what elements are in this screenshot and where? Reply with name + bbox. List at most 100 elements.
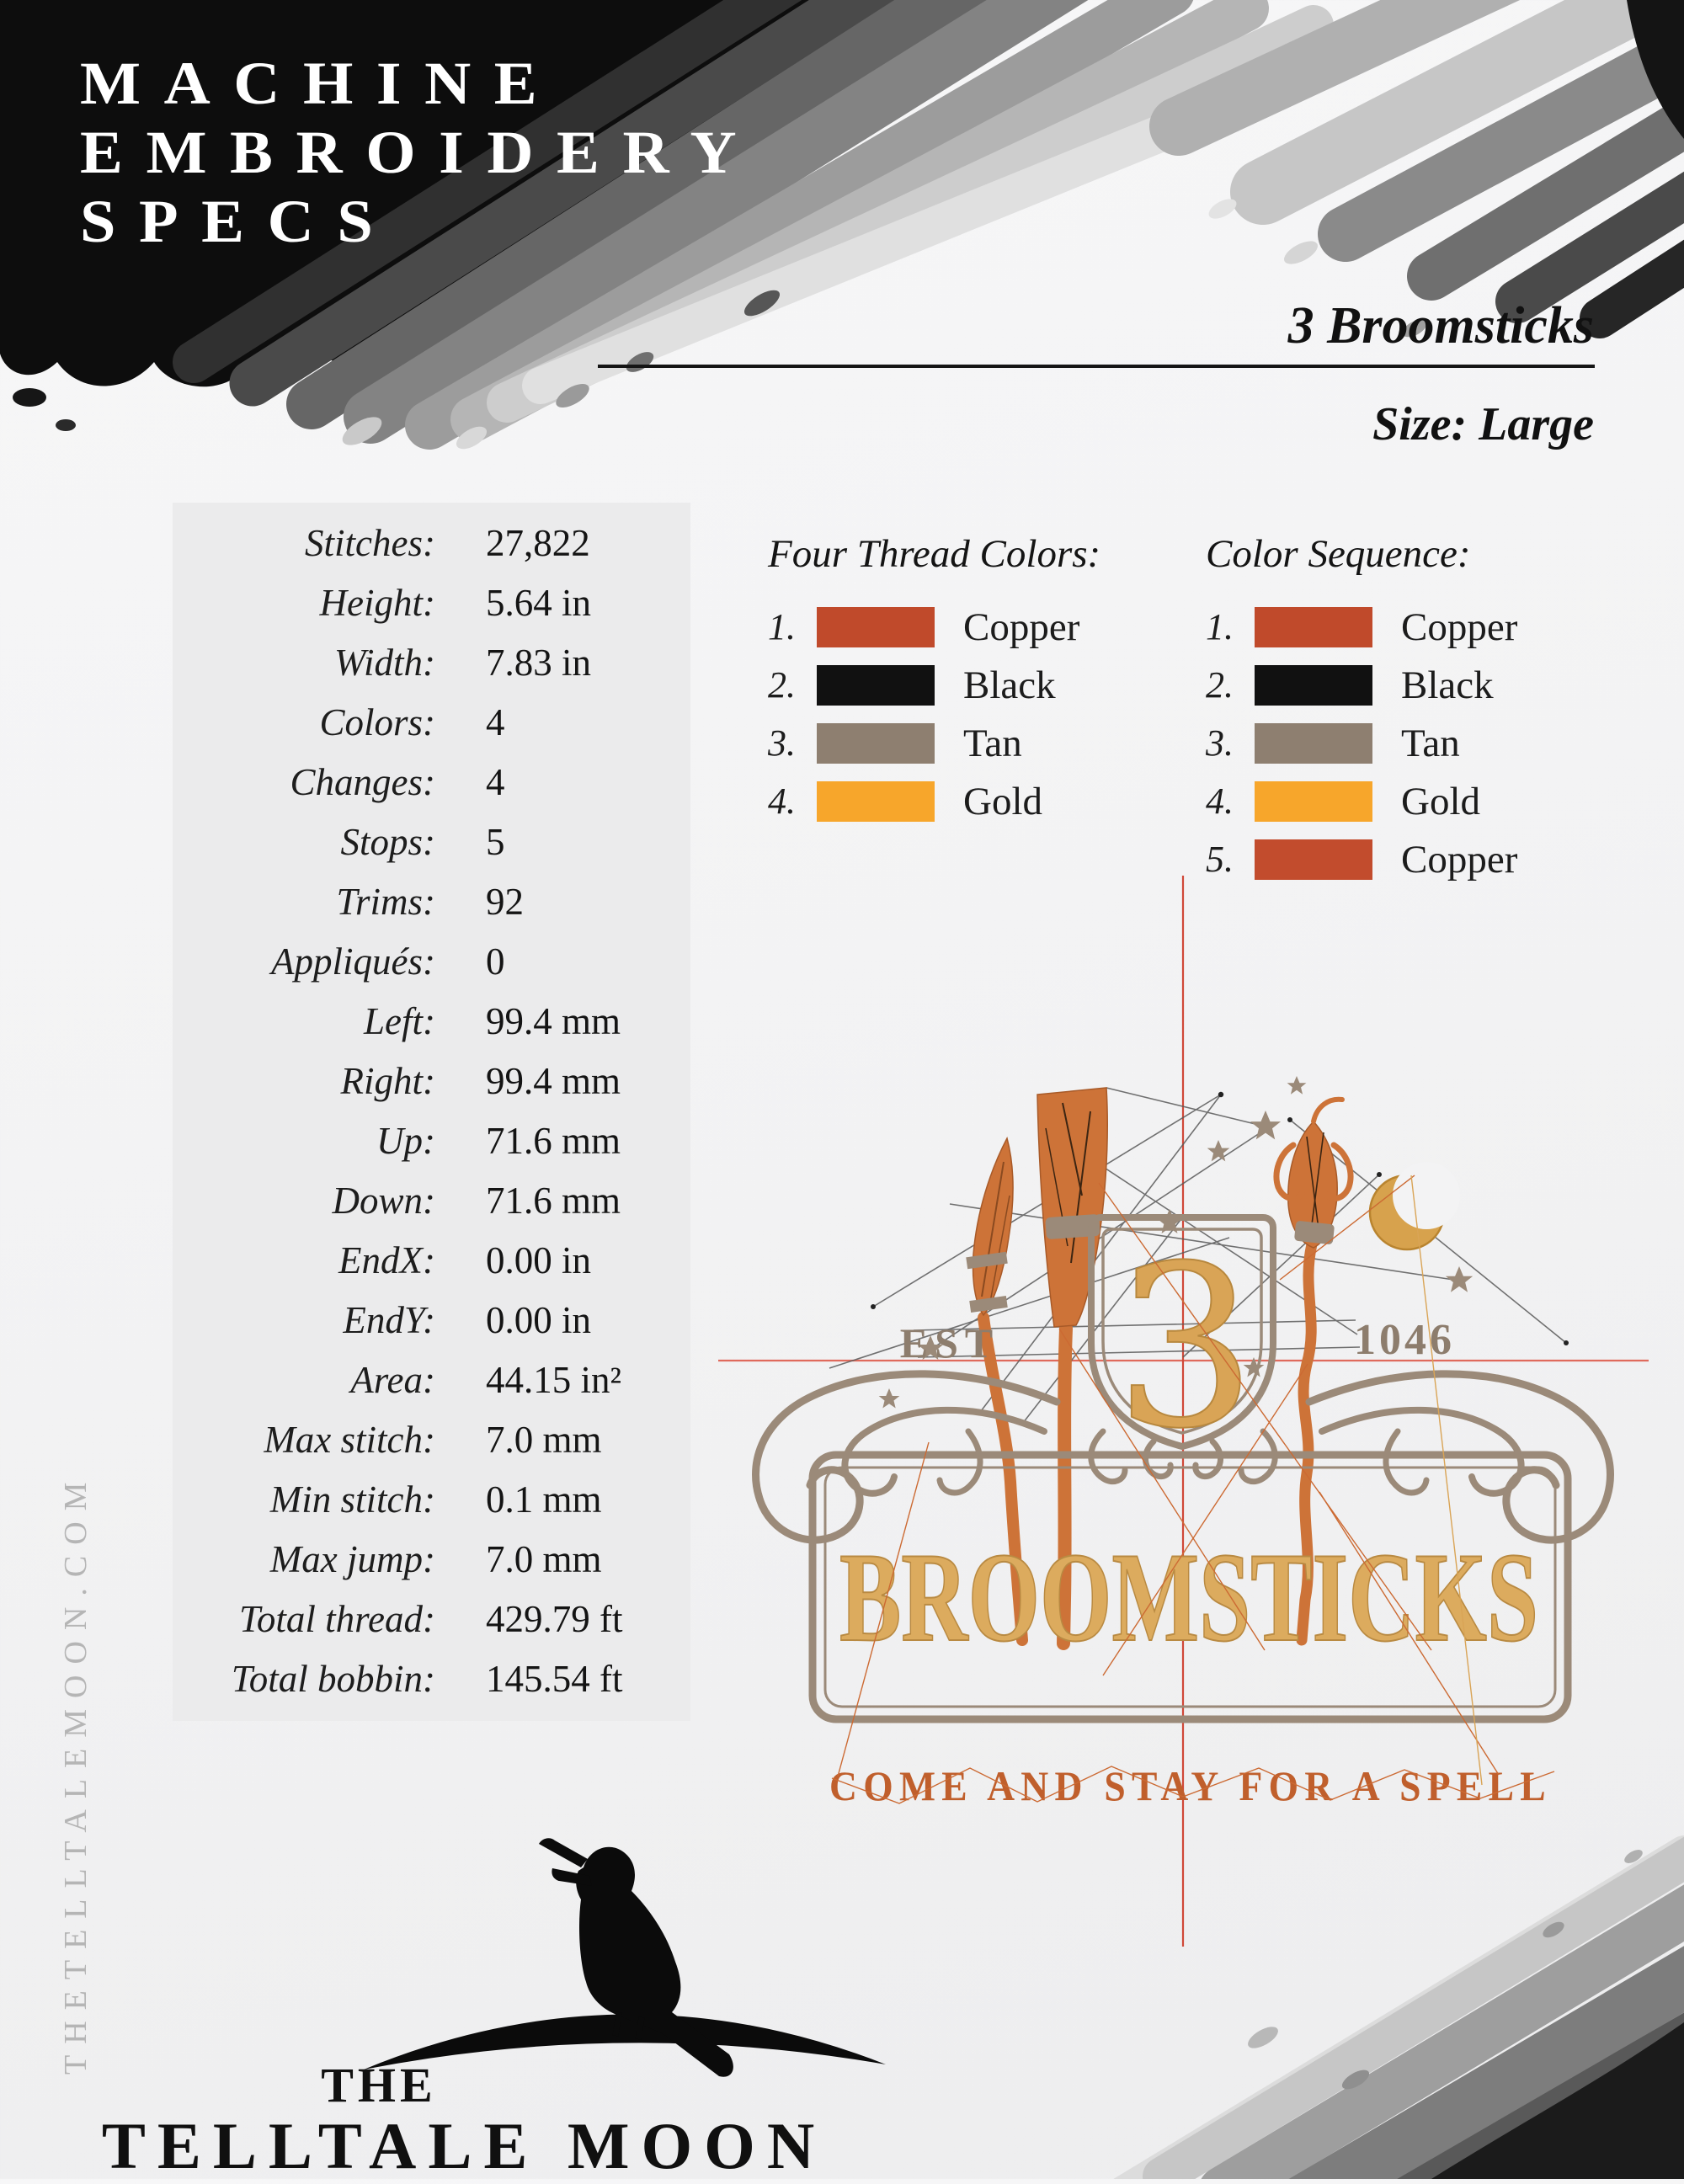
gold-thread-line (1410, 1175, 1483, 1786)
orange-thread-lines (831, 1175, 1555, 1804)
size-label: Size: Large (1372, 398, 1594, 450)
header-brush-art (0, 0, 1399, 450)
spec-value: 99.4 mm (486, 1060, 621, 1102)
spec-row: Appliqués: 0 (173, 940, 690, 999)
spec-value: 0.00 in (486, 1299, 592, 1341)
thread-color-number: 4. (768, 780, 796, 822)
page-title-line-3: SPECS (80, 188, 397, 255)
spec-value: 71.6 mm (486, 1120, 621, 1162)
spec-value: 7.0 mm (486, 1538, 602, 1580)
spec-value: 44.15 in² (486, 1359, 621, 1401)
spec-value: 92 (486, 881, 524, 923)
spec-value: 0.1 mm (486, 1478, 602, 1521)
design-name-text: 3 Broomsticks (1287, 297, 1594, 354)
spec-label: Down: (332, 1180, 436, 1222)
spec-row: Left: 99.4 mm (173, 999, 690, 1059)
design-sign-text: BROOMSTICKS (839, 1526, 1538, 1668)
website-vertical-text: THETELLTALEMOON.COM (58, 1471, 93, 2075)
color-sequence-row: 4. Gold (1206, 772, 1517, 830)
spec-value: 7.0 mm (486, 1419, 602, 1461)
bottom-right-brush-art (1113, 1835, 1684, 2179)
color-sequence-number: 1. (1206, 606, 1234, 647)
spec-label: Max stitch: (264, 1419, 435, 1461)
spec-value: 145.54 ft (486, 1658, 623, 1700)
thread-color-row: 2. Black (768, 656, 1100, 714)
crow-beak-lower (552, 1868, 592, 1886)
spec-row: Stops: 5 (173, 820, 690, 880)
spec-row: Down: 71.6 mm (173, 1179, 690, 1238)
color-sequence-swatch (1255, 664, 1372, 706)
color-sequence-number: 5. (1206, 839, 1234, 880)
thread-color-swatch (817, 780, 935, 822)
page-title-line-2: EMBROIDERY (80, 119, 760, 186)
thread-color-number: 2. (768, 664, 796, 706)
spec-row: Total thread: 429.79 ft (173, 1597, 690, 1657)
color-sequence-name: Copper (1401, 837, 1518, 882)
color-sequence-section: Color Sequence: 1. Copper 2. Black 3. Ta… (1206, 530, 1517, 888)
color-sequence-swatch (1255, 780, 1372, 822)
design-name-title: 3 Broomsticks (836, 296, 1594, 356)
color-sequence-row: 5. Copper (1206, 830, 1517, 888)
spec-label: Area: (350, 1359, 435, 1401)
scrollwork-right-wing (1238, 1370, 1614, 1544)
spec-row: Up: 71.6 mm (173, 1119, 690, 1179)
moon-arc (364, 2014, 886, 2069)
spec-label: Right: (340, 1060, 435, 1102)
spec-row: Trims: 92 (173, 880, 690, 940)
thread-color-name: Black (963, 663, 1056, 707)
color-sequence-row: 3. Tan (1206, 714, 1517, 772)
spec-label: Total thread: (239, 1598, 435, 1640)
design-numeral: 3 (1115, 1218, 1257, 1478)
spec-label: Left: (364, 1000, 435, 1042)
page-title-line-1: MACHINE (80, 50, 561, 117)
spec-row: Area: 44.15 in² (173, 1358, 690, 1418)
spec-label: Width: (334, 642, 435, 684)
spec-row: Height: 5.64 in (173, 581, 690, 641)
thread-color-row: 3. Tan (768, 714, 1100, 772)
color-sequence-row: 2. Black (1206, 656, 1517, 714)
design-tagline: COME AND STAY FOR A SPELL (829, 1762, 1552, 1809)
thread-color-name: Gold (963, 779, 1042, 823)
thread-colors-section: Four Thread Colors: 1. Copper 2. Black 3… (768, 530, 1100, 830)
color-sequence-number: 3. (1206, 722, 1234, 764)
spec-value: 5.64 in (486, 582, 592, 624)
spec-label: Max jump: (269, 1538, 435, 1580)
thread-color-swatch (817, 664, 935, 706)
spec-row: Changes: 4 (173, 760, 690, 820)
right-broom (1273, 1096, 1354, 1646)
spec-label: Stops: (340, 821, 436, 863)
spec-label: EndY: (343, 1299, 435, 1341)
spec-label: Total bobbin: (231, 1658, 435, 1700)
spec-label: Stitches: (305, 522, 435, 564)
jump-stitch-lines (829, 1087, 1567, 1424)
color-sequence-row: 1. Copper (1206, 598, 1517, 656)
brand-word-the: THE (321, 2058, 437, 2112)
spec-row: EndX: 0.00 in (173, 1238, 690, 1298)
sign-frame (808, 1451, 1572, 1723)
spec-row: Max jump: 7.0 mm (173, 1537, 690, 1597)
spec-label: Changes: (290, 761, 436, 803)
color-sequence-swatch (1255, 839, 1372, 880)
crow-beak-upper (539, 1838, 588, 1867)
scrollwork-left-wing (752, 1370, 1128, 1544)
spec-value: 4 (486, 761, 505, 803)
spec-value: 4 (486, 701, 505, 743)
thread-color-swatch (817, 722, 935, 764)
spec-value: 27,822 (486, 522, 590, 564)
color-sequence-list: 1. Copper 2. Black 3. Tan 4. Gold (1206, 598, 1517, 888)
spec-label: Min stitch: (269, 1478, 435, 1521)
spec-value: 5 (486, 821, 505, 863)
thread-colors-list: 1. Copper 2. Black 3. Tan 4. Gold (768, 598, 1100, 830)
color-sequence-number: 2. (1206, 664, 1234, 706)
color-sequence-swatch (1255, 722, 1372, 764)
brand-logo-crow (364, 1838, 886, 2077)
design-est-label: EST (900, 1319, 1000, 1366)
spec-label: Up: (376, 1120, 435, 1162)
brand-word-telltale-moon: TELLTALE MOON (101, 2109, 827, 2182)
thread-color-row: 4. Gold (768, 772, 1100, 830)
spec-value: 0.00 in (486, 1239, 592, 1281)
spec-label: Trims: (336, 881, 435, 923)
thread-color-name: Tan (963, 721, 1022, 765)
spec-row: Right: 99.4 mm (173, 1059, 690, 1119)
spec-row: Total bobbin: 145.54 ft (173, 1657, 690, 1717)
